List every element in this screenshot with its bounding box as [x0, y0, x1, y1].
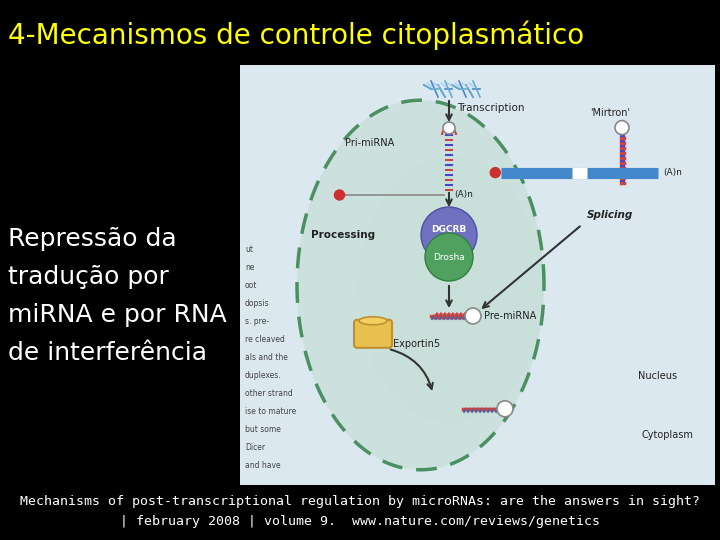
Text: but some: but some	[245, 426, 281, 434]
FancyBboxPatch shape	[354, 320, 392, 348]
Text: Drosha: Drosha	[433, 253, 465, 261]
Bar	[240, 65, 715, 485]
Text: Dicer: Dicer	[245, 443, 265, 453]
Text: Exportin5: Exportin5	[393, 339, 440, 349]
Circle shape	[425, 233, 473, 281]
Text: ne: ne	[245, 264, 254, 272]
Circle shape	[443, 122, 455, 134]
Circle shape	[465, 308, 481, 324]
Text: Mechanisms of post-transcriptional regulation by microRNAs: are the answers in s: Mechanisms of post-transcriptional regul…	[20, 496, 700, 509]
Ellipse shape	[358, 157, 543, 423]
Text: als and the: als and the	[245, 353, 288, 362]
Circle shape	[421, 207, 477, 263]
Text: 4-Mecanismos de controle citoplasmático: 4-Mecanismos de controle citoplasmático	[8, 20, 584, 50]
Circle shape	[615, 120, 629, 134]
Circle shape	[335, 190, 344, 200]
Text: ut: ut	[245, 245, 253, 254]
Circle shape	[497, 401, 513, 417]
Text: Pre-miRNA: Pre-miRNA	[484, 311, 536, 321]
Text: Repressão da: Repressão da	[8, 227, 176, 251]
Text: 'Mirtron': 'Mirtron'	[590, 107, 630, 118]
Ellipse shape	[359, 317, 387, 325]
Text: re cleaved: re cleaved	[245, 335, 285, 345]
Text: | february 2008 | volume 9.  www.nature.com/reviews/genetics: | february 2008 | volume 9. www.nature.c…	[120, 516, 600, 529]
Text: and have: and have	[245, 461, 281, 470]
Text: Nucleus: Nucleus	[639, 371, 678, 381]
Text: Pri-miRNA: Pri-miRNA	[344, 138, 394, 148]
Text: miRNA e por RNA: miRNA e por RNA	[8, 303, 227, 327]
Text: (A)n: (A)n	[454, 191, 473, 199]
Text: (A)n: (A)n	[663, 168, 682, 177]
Ellipse shape	[297, 100, 544, 470]
Text: Transcription: Transcription	[457, 103, 524, 113]
Text: DGCRB: DGCRB	[431, 226, 467, 234]
Text: oot: oot	[245, 281, 257, 291]
Text: de interferência: de interferência	[8, 341, 207, 365]
Text: Processing: Processing	[311, 230, 375, 240]
Text: Splicing: Splicing	[587, 210, 634, 220]
Circle shape	[490, 167, 500, 178]
Text: ise to mature: ise to mature	[245, 407, 296, 416]
Text: Cytoplasm: Cytoplasm	[642, 430, 693, 440]
Text: other strand: other strand	[245, 389, 293, 399]
Text: duplexes.: duplexes.	[245, 372, 282, 380]
Text: tradução por: tradução por	[8, 265, 169, 289]
Text: s. pre-: s. pre-	[245, 318, 269, 326]
Text: dopsis: dopsis	[245, 299, 269, 308]
